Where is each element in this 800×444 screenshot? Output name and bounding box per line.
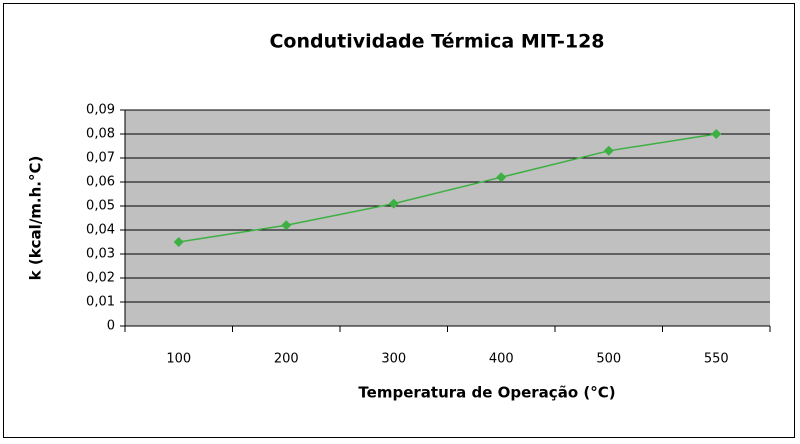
data-marker (711, 129, 722, 139)
plot-area (125, 110, 770, 326)
data-marker (603, 145, 614, 156)
x-axis-title: Temperatura de Operação (°C) (358, 384, 615, 402)
data-line (178, 133, 717, 243)
y-tick-label: 0,03 (86, 247, 115, 262)
data-marker (173, 237, 184, 247)
x-tick-label: 400 (489, 352, 514, 367)
y-tick-label: 0,01 (86, 295, 115, 310)
y-tick-label: 0,08 (86, 127, 115, 142)
data-marker (281, 220, 292, 231)
y-tick-label: 0,02 (86, 271, 115, 286)
x-tick-label: 550 (704, 352, 729, 367)
y-axis-title: k (kcal/m.h.°C) (27, 156, 45, 281)
x-tick-label: 100 (166, 352, 191, 367)
chart-title: Condutividade Térmica MIT-128 (269, 31, 604, 53)
y-tick-label: 0,09 (86, 103, 115, 118)
x-tick-label: 300 (381, 352, 406, 367)
x-tick-label: 200 (274, 352, 299, 367)
y-tick-label: 0,04 (86, 223, 115, 238)
y-tick-label: 0 (107, 319, 115, 334)
y-tick-label: 0,05 (86, 199, 115, 214)
y-tick-label: 0,07 (86, 151, 115, 166)
data-marker (496, 172, 507, 183)
y-tick-label: 0,06 (86, 175, 115, 190)
data-marker (388, 198, 399, 209)
x-tick-label: 500 (596, 352, 621, 367)
